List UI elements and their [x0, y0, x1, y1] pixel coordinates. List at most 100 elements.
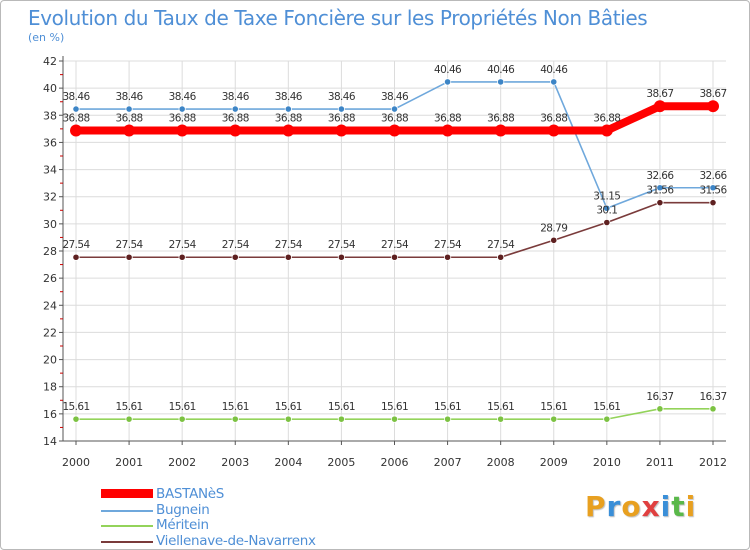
legend-label: Bugnein	[156, 501, 210, 518]
data-point	[497, 415, 505, 423]
y-tick-label: 22	[43, 326, 57, 339]
data-label: 15.61	[62, 401, 89, 413]
data-label: 27.54	[169, 239, 197, 251]
legend-swatch	[101, 509, 153, 512]
data-label: 15.61	[328, 401, 355, 413]
x-tick-label: 2006	[381, 456, 409, 469]
data-label: 27.54	[275, 239, 303, 251]
x-tick-label: 2003	[221, 456, 249, 469]
grid-lines	[63, 60, 726, 441]
data-point	[603, 218, 611, 227]
data-label: 27.54	[62, 239, 90, 251]
data-point	[337, 253, 346, 261]
y-tick-label: 32	[43, 191, 57, 204]
data-point	[494, 124, 507, 137]
x-tick-label: 2002	[168, 456, 196, 469]
x-tick-label: 2012	[699, 456, 727, 469]
y-tick-label: 28	[43, 245, 57, 258]
data-label: 16.37	[646, 391, 673, 403]
data-point	[497, 253, 505, 261]
legend-label: Viellenave-de-Navarrenx	[156, 532, 316, 549]
data-point	[70, 124, 82, 137]
data-label: 38.46	[328, 91, 356, 103]
data-point	[178, 253, 186, 261]
data-point	[390, 253, 399, 261]
data-label: 36.88	[116, 112, 143, 124]
data-point	[123, 124, 136, 137]
logo-letter: t	[671, 490, 686, 523]
x-tick-label: 2008	[487, 456, 515, 469]
y-axis-unit-label: (en %)	[28, 31, 65, 44]
data-label: 15.61	[593, 401, 620, 413]
data-label: 15.61	[169, 401, 196, 413]
legend-swatch	[101, 540, 153, 543]
y-tick-label: 42	[43, 55, 57, 68]
data-point	[125, 415, 133, 423]
data-point	[707, 100, 719, 113]
data-label: 36.88	[381, 112, 408, 124]
data-point	[709, 405, 717, 413]
proxiti-logo: Proxiti	[585, 490, 696, 523]
data-label: 38.46	[62, 91, 90, 103]
x-tick-label: 2009	[540, 456, 568, 469]
data-point	[337, 105, 346, 113]
data-point	[443, 415, 452, 423]
logo-letter: o	[621, 490, 642, 523]
data-point	[125, 105, 133, 113]
data-label: 15.61	[434, 401, 461, 413]
data-label: 28.79	[540, 222, 567, 234]
data-label: 31.56	[699, 185, 727, 197]
data-label: 36.88	[62, 112, 89, 124]
data-label: 38.46	[381, 91, 409, 103]
y-tick-label: 34	[43, 164, 57, 177]
data-point	[656, 199, 664, 207]
data-point	[229, 124, 242, 137]
data-label: 40.46	[540, 64, 568, 76]
data-point	[441, 124, 454, 137]
data-label: 15.61	[487, 401, 514, 413]
data-point	[284, 415, 292, 423]
data-label: 36.88	[328, 112, 355, 124]
data-point	[284, 105, 292, 113]
y-tick-label: 20	[43, 354, 57, 367]
data-label: 38.67	[646, 88, 673, 100]
legend-label: Méritein	[156, 517, 209, 533]
data-label: 36.88	[593, 112, 620, 124]
data-label: 38.46	[275, 91, 303, 103]
legend-label: BASTANèS	[156, 486, 225, 502]
y-tick-label: 38	[43, 109, 57, 122]
data-label: 27.54	[116, 239, 144, 251]
logo-letter: P	[585, 490, 607, 523]
data-label: 31.56	[646, 185, 674, 197]
data-label: 27.54	[222, 239, 250, 251]
data-point	[656, 405, 664, 413]
data-point	[390, 105, 399, 113]
x-tick-label: 2005	[327, 456, 355, 469]
data-label: 32.66	[646, 170, 674, 182]
data-point	[178, 105, 186, 113]
data-point	[600, 124, 613, 137]
data-point	[231, 253, 239, 261]
x-tick-label: 2007	[434, 456, 462, 469]
data-label: 36.88	[487, 112, 514, 124]
data-label: 30.1	[596, 205, 617, 217]
x-tick-label: 2001	[115, 456, 143, 469]
data-point	[390, 415, 399, 423]
data-point	[72, 253, 80, 261]
data-point	[176, 124, 189, 137]
logo-letter: i	[685, 490, 697, 523]
data-label: 38.67	[699, 88, 726, 100]
data-point	[550, 236, 558, 244]
y-tick-label: 14	[43, 435, 57, 448]
data-label: 38.46	[116, 91, 144, 103]
y-tick-label: 16	[43, 408, 57, 421]
y-tick-label: 24	[43, 299, 57, 312]
data-point	[335, 124, 348, 137]
data-label: 15.61	[222, 401, 249, 413]
data-point	[656, 184, 664, 192]
legend-swatch	[101, 489, 153, 498]
legend-swatch	[101, 525, 153, 527]
data-label: 40.46	[434, 64, 462, 76]
data-point	[443, 78, 452, 86]
